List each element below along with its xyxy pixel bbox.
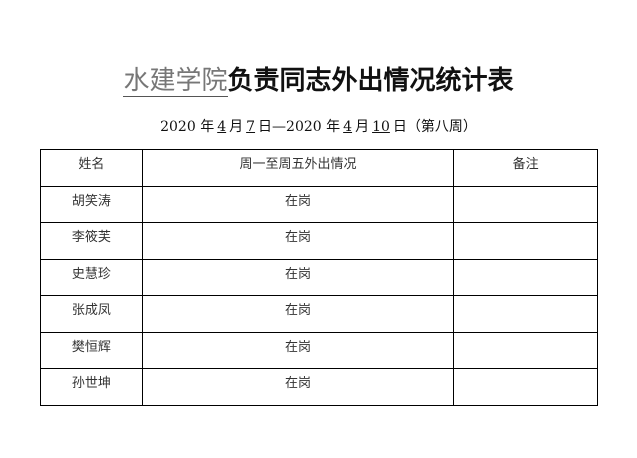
cell-status: 在岗 (141, 185, 455, 223)
end-day: 10 (372, 119, 390, 135)
table-row: 李筱芙 在岗 (40, 222, 598, 260)
start-month: 4 (217, 119, 227, 135)
end-month: 4 (343, 119, 353, 135)
table-header-row: 姓名 周一至周五外出情况 备注 (40, 149, 598, 187)
cell-status: 在岗 (141, 368, 455, 406)
header-note: 备注 (453, 149, 598, 187)
start-year: 2020 (160, 119, 196, 135)
header-name: 姓名 (40, 149, 143, 187)
cell-status: 在岗 (141, 331, 455, 369)
year-label: 年 (200, 119, 215, 135)
title-text: 负责同志外出情况统计表 (227, 66, 514, 96)
cell-name: 李筱芙 (40, 222, 143, 260)
document-title: 水建学院负责同志外出情况统计表 (0, 60, 637, 97)
cell-note (453, 295, 598, 333)
date-range: 2020 年 4 月 7 日—2020 年 4 月 10 日（第八周） (0, 116, 637, 136)
start-day: 7 (246, 119, 256, 135)
cell-status: 在岗 (141, 222, 455, 260)
cell-name: 孙世坤 (40, 368, 143, 406)
cell-note (453, 185, 598, 223)
cell-note (453, 368, 598, 406)
cell-name: 胡笑涛 (40, 185, 143, 223)
day-label: 日— (258, 119, 287, 135)
cell-name: 樊恒辉 (40, 331, 143, 369)
cell-status: 在岗 (141, 295, 455, 333)
cell-note (453, 331, 598, 369)
month-label: 月 (229, 119, 244, 135)
statistics-table: 姓名 周一至周五外出情况 备注 胡笑涛 在岗 李筱芙 在岗 史慧珍 在岗 张成凤 在岗 樊恒辉在… (40, 149, 598, 406)
end-year: 2020 (286, 119, 322, 135)
table-row: 胡笑涛 在岗 (40, 185, 598, 223)
year-label: 年 (326, 119, 341, 135)
week-label: 日（第八周） (392, 119, 477, 135)
title-org: 水建学院 (123, 66, 228, 97)
cell-name: 张成凤 (40, 295, 143, 333)
table-row: 张成凤 在岗 (40, 295, 598, 333)
header-status: 周一至周五外出情况 (141, 149, 455, 187)
table-row: 樊恒辉 在岗 (40, 331, 598, 369)
cell-note (453, 258, 598, 296)
cell-note (453, 222, 598, 260)
table-row: 孙世坤 在岗 (40, 368, 598, 406)
cell-name: 史慧珍 (40, 258, 143, 296)
month-label: 月 (355, 119, 370, 135)
cell-status: 在岗 (141, 258, 455, 296)
table-row: 史慧珍 在岗 (40, 258, 598, 296)
